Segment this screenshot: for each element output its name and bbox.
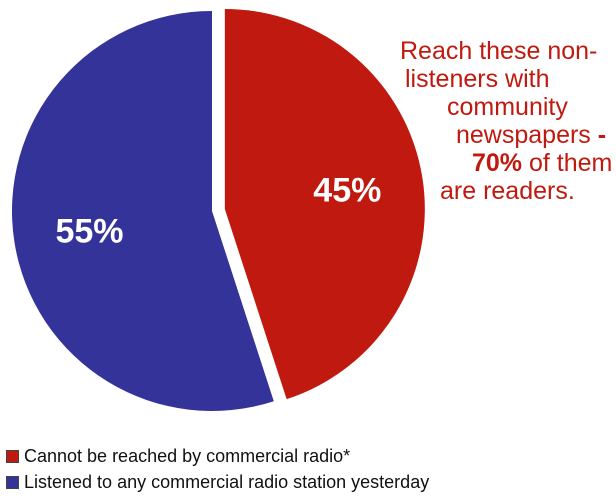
annotation-line-5: 70% of them [360, 149, 613, 177]
legend-item: Cannot be reached by commercial radio* [6, 443, 429, 469]
annotation-line-2: listeners with [360, 65, 610, 93]
legend-swatch [6, 449, 19, 463]
annotation-text-bold: - [597, 121, 607, 149]
annotation-text: community [447, 93, 568, 121]
legend: Cannot be reached by commercial radio* L… [6, 443, 429, 495]
pie-slice-listened-yesterday [12, 11, 274, 411]
annotation-text-bold: 70% [472, 149, 523, 177]
annotation-text: newspapers [456, 121, 598, 149]
slice-value-label-45: 45% [313, 172, 381, 210]
legend-item: Listened to any commercial radio station… [6, 469, 429, 495]
pie-slice-cannot-be-reached [224, 8, 425, 400]
slice-value-label-55: 55% [55, 212, 123, 250]
pie-chart: 45% 55% [12, 8, 425, 411]
annotation-text: Reach these non- [400, 37, 598, 65]
annotation-text: are readers. [440, 177, 575, 205]
annotation-text: listeners with [405, 65, 550, 93]
annotation-line-6: are readers. [360, 177, 610, 205]
annotation-line-4: newspapers - [360, 121, 610, 149]
annotation-line-1: Reach these non- [360, 37, 610, 65]
annotation-line-3: community [360, 93, 610, 121]
legend-label: Listened to any commercial radio station… [24, 471, 430, 492]
legend-swatch [6, 475, 19, 489]
legend-label: Cannot be reached by commercial radio* [24, 445, 351, 466]
annotation-text: of them [522, 149, 613, 177]
callout-annotation: Reach these non- listeners with communit… [360, 37, 613, 205]
